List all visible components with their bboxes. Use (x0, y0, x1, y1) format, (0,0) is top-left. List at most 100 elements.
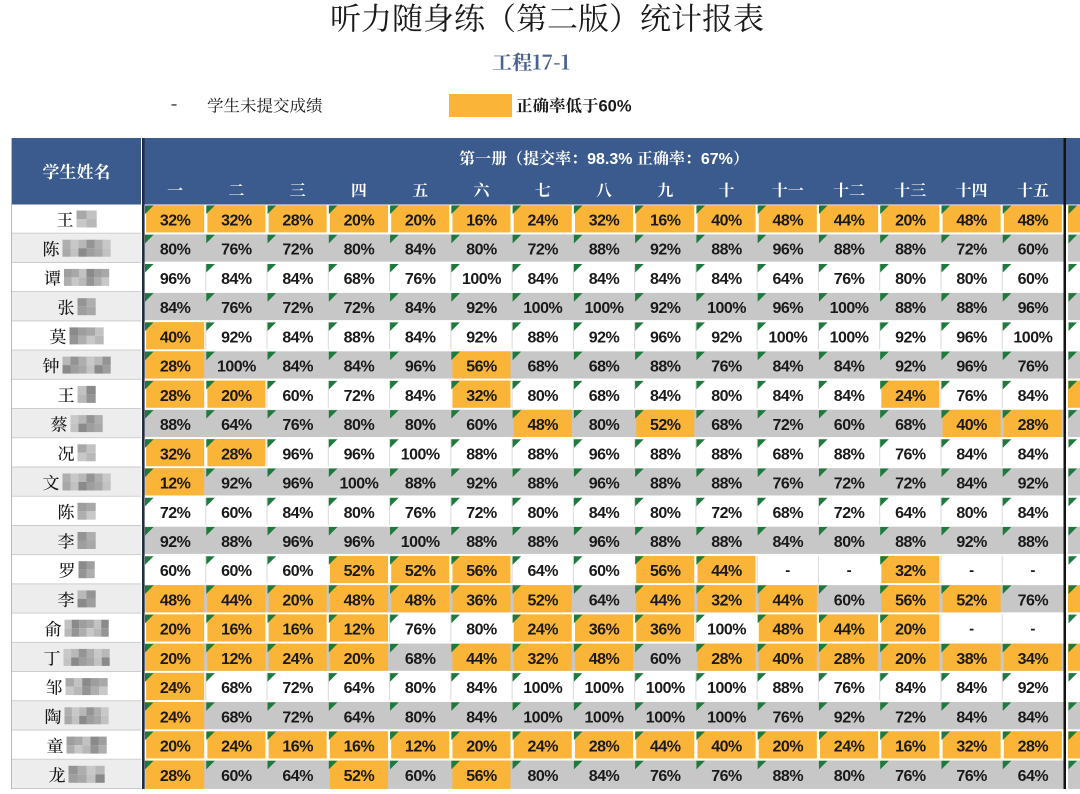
svg-text:80%: 80% (711, 388, 742, 405)
svg-text:76%: 76% (895, 768, 926, 785)
svg-text:96%: 96% (589, 476, 620, 493)
svg-text:72%: 72% (466, 505, 497, 522)
svg-text:64%: 64% (344, 680, 375, 697)
svg-text:84%: 84% (956, 680, 987, 697)
svg-text:12%: 12% (221, 651, 252, 668)
svg-text:28%: 28% (221, 446, 252, 463)
svg-text:28%: 28% (834, 651, 865, 668)
svg-text:28%: 28% (160, 359, 191, 376)
svg-text:72%: 72% (895, 476, 926, 493)
svg-text:88%: 88% (895, 534, 926, 551)
svg-text:80%: 80% (344, 417, 375, 434)
svg-text:28%: 28% (282, 213, 313, 230)
svg-text:88%: 88% (527, 329, 558, 346)
svg-text:88%: 88% (527, 534, 558, 551)
svg-text:84%: 84% (956, 709, 987, 726)
svg-text:76%: 76% (711, 768, 742, 785)
svg-text:84%: 84% (773, 388, 804, 405)
svg-text:72%: 72% (956, 242, 987, 259)
svg-text:-: - (969, 562, 974, 579)
svg-text:84%: 84% (956, 446, 987, 463)
svg-text:100%: 100% (707, 709, 746, 726)
svg-text:84%: 84% (405, 388, 436, 405)
svg-text:88%: 88% (221, 534, 252, 551)
svg-text:100%: 100% (585, 709, 624, 726)
svg-text:80%: 80% (466, 242, 497, 259)
svg-text:60%: 60% (1018, 242, 1049, 259)
svg-text:84%: 84% (1018, 505, 1049, 522)
svg-text:96%: 96% (405, 359, 436, 376)
svg-text:84%: 84% (466, 709, 497, 726)
svg-text:20%: 20% (160, 622, 191, 639)
svg-text:92%: 92% (711, 329, 742, 346)
svg-text:20%: 20% (282, 592, 313, 609)
svg-text:80%: 80% (895, 271, 926, 288)
svg-text:60%: 60% (221, 563, 252, 580)
svg-text:80%: 80% (527, 768, 558, 785)
svg-text:84%: 84% (282, 505, 313, 522)
svg-text:100%: 100% (707, 680, 746, 697)
svg-text:44%: 44% (221, 592, 252, 609)
svg-text:44%: 44% (711, 563, 742, 580)
svg-text:32%: 32% (895, 563, 926, 580)
svg-text:76%: 76% (405, 271, 436, 288)
svg-text:100%: 100% (830, 300, 869, 317)
svg-text:84%: 84% (956, 476, 987, 493)
svg-text:68%: 68% (589, 388, 620, 405)
svg-text:80%: 80% (650, 505, 681, 522)
svg-text:48%: 48% (160, 592, 191, 609)
svg-text:67%: 67% (701, 151, 733, 168)
svg-text:88%: 88% (956, 300, 987, 317)
svg-text:68%: 68% (773, 446, 804, 463)
svg-text:84%: 84% (466, 680, 497, 697)
svg-text:32%: 32% (589, 213, 620, 230)
svg-text:44%: 44% (650, 592, 681, 609)
svg-text:88%: 88% (895, 300, 926, 317)
svg-text:52%: 52% (956, 592, 987, 609)
svg-text:16%: 16% (282, 739, 313, 756)
svg-text:96%: 96% (956, 359, 987, 376)
svg-text:80%: 80% (344, 242, 375, 259)
svg-text:12%: 12% (160, 476, 191, 493)
svg-text:28%: 28% (160, 388, 191, 405)
svg-text:48%: 48% (1018, 213, 1049, 230)
svg-text:40%: 40% (956, 417, 987, 434)
svg-text:100%: 100% (523, 300, 562, 317)
svg-text:44%: 44% (650, 739, 681, 756)
svg-text:24%: 24% (895, 388, 926, 405)
svg-text:92%: 92% (221, 329, 252, 346)
svg-text:84%: 84% (1018, 446, 1049, 463)
svg-text:52%: 52% (405, 563, 436, 580)
svg-text:28%: 28% (589, 739, 620, 756)
svg-text:64%: 64% (773, 271, 804, 288)
svg-text:96%: 96% (956, 329, 987, 346)
svg-text:88%: 88% (589, 242, 620, 259)
svg-text:84%: 84% (1018, 388, 1049, 405)
svg-text:64%: 64% (282, 768, 313, 785)
svg-text:80%: 80% (405, 680, 436, 697)
svg-text:80%: 80% (956, 271, 987, 288)
svg-text:64%: 64% (589, 592, 620, 609)
svg-text:72%: 72% (834, 505, 865, 522)
svg-text:84%: 84% (773, 359, 804, 376)
svg-text:44%: 44% (834, 622, 865, 639)
svg-text:28%: 28% (1018, 417, 1049, 434)
svg-text:72%: 72% (344, 388, 375, 405)
svg-text:48%: 48% (956, 213, 987, 230)
svg-text:60%: 60% (221, 768, 252, 785)
svg-text:84%: 84% (221, 271, 252, 288)
svg-text:80%: 80% (956, 505, 987, 522)
svg-text:100%: 100% (830, 329, 869, 346)
svg-text:84%: 84% (405, 300, 436, 317)
svg-text:92%: 92% (466, 476, 497, 493)
svg-text:80%: 80% (834, 534, 865, 551)
svg-text:52%: 52% (527, 592, 558, 609)
svg-text:34%: 34% (1018, 651, 1049, 668)
svg-text:100%: 100% (585, 680, 624, 697)
svg-text:60%: 60% (405, 768, 436, 785)
svg-text:60%: 60% (282, 563, 313, 580)
svg-text:76%: 76% (221, 300, 252, 317)
svg-text:64%: 64% (527, 563, 558, 580)
svg-text:84%: 84% (650, 388, 681, 405)
svg-text:80%: 80% (405, 709, 436, 726)
